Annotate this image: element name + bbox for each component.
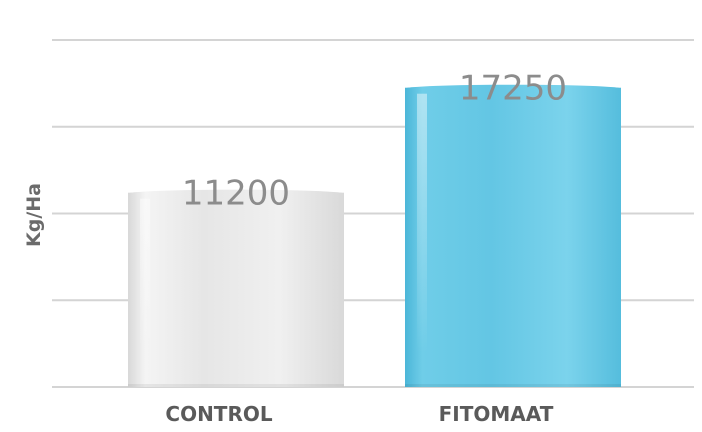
bars [128, 84, 621, 388]
category-label: FITOMAAT [439, 402, 554, 426]
bar-control [128, 189, 344, 387]
data-labels: 11200 17250 [182, 69, 567, 214]
bar-base [128, 384, 344, 387]
bar-top [405, 84, 621, 93]
bar-highlight [417, 93, 427, 354]
y-axis-label: Kg/Ha [23, 183, 45, 247]
bar-fitomaat [405, 84, 621, 388]
bar-base [405, 384, 621, 387]
category-label: CONTROL [165, 402, 272, 426]
bar-highlight [140, 198, 150, 353]
data-label: 11200 [182, 174, 290, 214]
bar [128, 192, 344, 387]
data-label: 17250 [459, 69, 567, 109]
bar-top [128, 189, 344, 198]
bar [405, 87, 621, 388]
category-labels: CONTROL FITOMAAT [165, 402, 553, 426]
